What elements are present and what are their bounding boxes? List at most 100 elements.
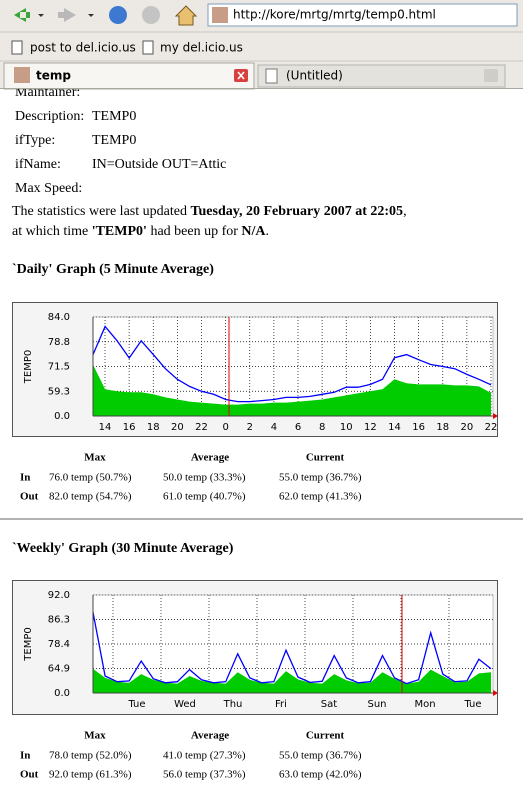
- x-tick-label: Fri: [275, 699, 287, 710]
- x-tick-label: 12: [364, 422, 377, 433]
- y-tick-label: 78.4: [48, 639, 70, 650]
- x-tick-label: 6: [295, 422, 301, 433]
- x-tick-label: 14: [388, 422, 401, 433]
- tab-title: temp: [36, 69, 71, 83]
- back-button[interactable]: [14, 8, 44, 22]
- table-header: Average: [191, 730, 229, 742]
- table-cell: 56.0 temp (37.3%): [163, 769, 246, 781]
- bookmark-icon: [142, 40, 154, 55]
- x-tick-label: 18: [147, 422, 160, 433]
- table-cell: 61.0 temp (40.7%): [163, 491, 246, 503]
- x-tick-label: 20: [461, 422, 474, 433]
- y-tick-label: 78.8: [48, 337, 70, 348]
- home-button[interactable]: [174, 5, 198, 26]
- row-label: In: [20, 750, 30, 762]
- y-axis-label: TEMP0: [23, 627, 34, 661]
- status-text: .: [266, 224, 270, 239]
- y-tick-label: 0.0: [54, 688, 70, 699]
- table-cell: 78.0 temp (52.0%): [49, 750, 132, 762]
- y-tick-label: 84.0: [48, 312, 70, 323]
- in-area: [93, 364, 491, 416]
- x-tick-label: 16: [412, 422, 425, 433]
- info-value: TEMP0: [92, 133, 136, 148]
- x-tick-label: 20: [171, 422, 184, 433]
- graph-title: `Weekly' Graph (30 Minute Average): [12, 541, 234, 556]
- x-tick-label: 22: [195, 422, 208, 433]
- table-cell: 62.0 temp (41.3%): [279, 491, 362, 503]
- tab-icon: [265, 68, 278, 84]
- table-cell: 76.0 temp (50.7%): [49, 472, 132, 484]
- plot-border: [92, 316, 494, 417]
- x-tick-label: Thu: [223, 699, 243, 710]
- tab-icon: [14, 67, 30, 83]
- table-header: Current: [306, 730, 345, 742]
- in-area: [93, 668, 491, 693]
- status-line: at which time 'TEMP0' had been up for N/…: [12, 224, 269, 239]
- table-cell: 55.0 temp (36.7%): [279, 472, 362, 484]
- x-tick-label: Mon: [414, 699, 435, 710]
- info-value: IN=Outside OUT=Attic: [92, 157, 226, 172]
- axis-arrow: [493, 413, 498, 419]
- x-tick-label: 0: [222, 422, 228, 433]
- bookmark-icon: [11, 40, 23, 55]
- table-cell: 82.0 temp (54.7%): [49, 491, 132, 503]
- y-tick-label: 92.0: [48, 590, 70, 601]
- table-header: Current: [306, 452, 345, 464]
- table-cell: 92.0 temp (61.3%): [49, 769, 132, 781]
- status-text: ,: [403, 204, 407, 219]
- y-axis-label: TEMP0: [23, 350, 34, 384]
- info-label: ifType:: [15, 133, 55, 148]
- table-header: Max: [84, 730, 106, 742]
- tab-close[interactable]: [484, 69, 498, 82]
- stop-button[interactable]: [142, 6, 160, 24]
- status-text: The statistics were last updated: [12, 204, 190, 219]
- info-value: TEMP0: [92, 109, 136, 124]
- y-tick-label: 71.5: [48, 362, 70, 373]
- status-text: at which time: [12, 224, 92, 239]
- status-uptime: N/A: [241, 224, 266, 239]
- axis-arrow: [493, 690, 498, 696]
- status-text: had been up for: [147, 224, 241, 239]
- y-tick-label: 64.9: [48, 664, 70, 675]
- status-line: The statistics were last updated Tuesday…: [12, 204, 407, 219]
- x-tick-label: Tue: [463, 699, 481, 710]
- y-tick-label: 59.3: [48, 386, 70, 397]
- tab[interactable]: [257, 64, 506, 88]
- info-label: Description:: [15, 109, 84, 124]
- x-tick-label: 18: [436, 422, 449, 433]
- x-tick-label: 2: [247, 422, 253, 433]
- plot-border: [92, 594, 494, 694]
- x-tick-label: Sun: [367, 699, 386, 710]
- tab-active[interactable]: [3, 62, 255, 90]
- x-tick-label: 8: [319, 422, 325, 433]
- status-date: Tuesday, 20 February 2007 at 22:05: [190, 204, 403, 219]
- table-cell: 55.0 temp (36.7%): [279, 750, 362, 762]
- tab-title: (Untitled): [286, 69, 343, 83]
- info-label: ifName:: [15, 157, 61, 172]
- forward-button[interactable]: [58, 8, 94, 22]
- out-line: [92, 612, 492, 685]
- info-label: Maintainer:: [15, 85, 80, 100]
- table-header: Max: [84, 452, 106, 464]
- content: The statistics were last updated Tuesday…: [0, 85, 523, 781]
- favicon: [212, 7, 228, 23]
- graph-title: `Daily' Graph (5 Minute Average): [12, 262, 214, 277]
- x-tick-label: 16: [123, 422, 136, 433]
- table-cell: 41.0 temp (27.3%): [163, 750, 246, 762]
- url-bar[interactable]: [207, 3, 518, 27]
- y-tick-label: 86.3: [48, 615, 70, 626]
- x-tick-label: 14: [99, 422, 112, 433]
- x-tick-label: Sat: [321, 699, 337, 710]
- row-label: Out: [20, 769, 39, 781]
- reload-button[interactable]: [109, 6, 127, 24]
- url-text: http://kore/mrtg/mrtg/temp0.html: [233, 8, 436, 22]
- x-tick-label: Tue: [127, 699, 145, 710]
- table-cell: 50.0 temp (33.3%): [163, 472, 246, 484]
- bookmark[interactable]: my del.icio.us: [160, 41, 243, 55]
- status-name: 'TEMP0': [92, 224, 147, 239]
- row-label: Out: [20, 491, 39, 503]
- x-tick-label: Wed: [174, 699, 196, 710]
- bookmark[interactable]: post to del.icio.us: [30, 41, 136, 55]
